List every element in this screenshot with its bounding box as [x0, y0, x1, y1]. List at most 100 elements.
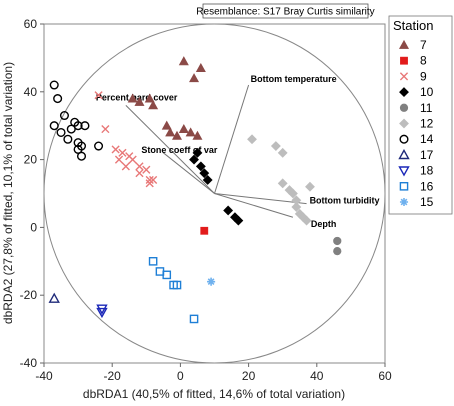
- data-point: [189, 154, 199, 165]
- axes: -40 -20 0 20 40 60 -40 -20 0 20 40 60: [20, 17, 392, 383]
- y-tick-label: 40: [24, 85, 38, 99]
- data-point: [128, 155, 137, 164]
- legend-label: 15: [420, 195, 434, 209]
- vector-label: Percent hard cover: [96, 92, 178, 102]
- data-point: [73, 121, 83, 131]
- data-point: [178, 123, 189, 133]
- data-point: [145, 175, 154, 185]
- data-point: [144, 93, 155, 103]
- data-point: [165, 127, 176, 137]
- legend-marker: [399, 181, 409, 191]
- y-tick-label: -20: [20, 288, 38, 302]
- y-tick-label: 20: [24, 153, 38, 167]
- data-point: [161, 120, 172, 130]
- vector-label: Bottom temperature: [251, 74, 337, 84]
- data-point: [94, 91, 103, 100]
- data-point: [162, 270, 172, 280]
- vector-line: [214, 193, 294, 218]
- x-tick-label: 20: [242, 369, 256, 383]
- legend-marker: [399, 72, 409, 81]
- data-point: [111, 145, 120, 154]
- legend-label: 18: [420, 164, 434, 178]
- vector-line: [163, 152, 215, 194]
- legend-marker: [398, 166, 410, 177]
- legend-label: 12: [420, 117, 434, 131]
- data-point: [148, 100, 159, 110]
- series-8: [200, 226, 209, 235]
- data-point: [135, 169, 144, 178]
- legend-label: 17: [420, 148, 434, 162]
- data-point: [127, 93, 138, 103]
- series-9: [94, 91, 158, 188]
- resemblance-note-box: [202, 3, 369, 19]
- data-point: [223, 205, 234, 216]
- data-point: [305, 181, 315, 192]
- correlation-circle-group: [43, 23, 386, 364]
- data-point: [142, 165, 151, 174]
- legend-label: 9: [420, 69, 427, 83]
- x-axis-label: dbRDA1 (40,5% of fitted, 14,6% of total …: [83, 387, 345, 401]
- legend-marker: [399, 103, 409, 112]
- data-point: [63, 134, 73, 144]
- data-point: [101, 124, 110, 134]
- data-point: [195, 62, 206, 72]
- series-10: [189, 147, 244, 226]
- data-point: [135, 162, 144, 171]
- data-point: [94, 141, 104, 151]
- data-point: [121, 162, 130, 171]
- data-point: [49, 80, 59, 90]
- data-point: [171, 130, 182, 140]
- legend-label: 14: [420, 132, 434, 146]
- vector-line: [214, 84, 250, 194]
- series-11: [333, 236, 342, 256]
- data-point: [195, 161, 206, 172]
- data-point: [207, 277, 216, 286]
- x-tick-label: -20: [104, 369, 122, 383]
- data-point: [192, 130, 203, 140]
- x-tick-label: 0: [177, 369, 184, 383]
- legend-label: 7: [420, 38, 427, 52]
- resemblance-note: Resemblance: S17 Bray Curtis similarity: [196, 7, 374, 18]
- data-point: [96, 307, 108, 319]
- legend-label: 10: [420, 85, 434, 99]
- points-group: [48, 56, 342, 324]
- vector-label: Stone coeff of var: [141, 145, 218, 155]
- data-point: [202, 175, 213, 185]
- series-15: [207, 277, 216, 286]
- vector-label: Bottom turbidity: [310, 196, 380, 206]
- data-point: [189, 314, 199, 324]
- data-point: [178, 56, 189, 66]
- legend-title: Station: [393, 18, 433, 33]
- series-17: [48, 292, 60, 303]
- data-point: [277, 178, 288, 189]
- vector-label: Depth: [311, 219, 337, 229]
- data-point: [118, 148, 127, 157]
- data-point: [333, 236, 342, 246]
- legend-marker: [398, 39, 410, 49]
- vector-line: [125, 105, 215, 194]
- x-tick-label: -40: [35, 369, 53, 383]
- y-axis-label: dbRDA2 (27,8% of fitted, 10,1% of total …: [1, 62, 15, 324]
- data-point: [59, 111, 69, 121]
- series-16: [148, 257, 199, 324]
- legend-marker: [398, 148, 410, 160]
- data-point: [53, 94, 63, 104]
- data-point: [277, 147, 288, 158]
- data-point: [149, 175, 158, 185]
- data-point: [185, 127, 196, 137]
- data-point: [76, 151, 87, 161]
- legend-label: 11: [420, 101, 433, 115]
- series-7: [127, 56, 206, 140]
- legend-label: 8: [420, 54, 427, 68]
- data-point: [270, 141, 281, 151]
- data-point: [49, 121, 59, 131]
- data-point: [200, 226, 209, 235]
- y-tick-label: 0: [30, 220, 37, 234]
- legend-marker: [399, 134, 409, 144]
- legend-marker: [399, 118, 409, 129]
- data-point: [247, 134, 257, 145]
- legend-marker: [399, 87, 409, 98]
